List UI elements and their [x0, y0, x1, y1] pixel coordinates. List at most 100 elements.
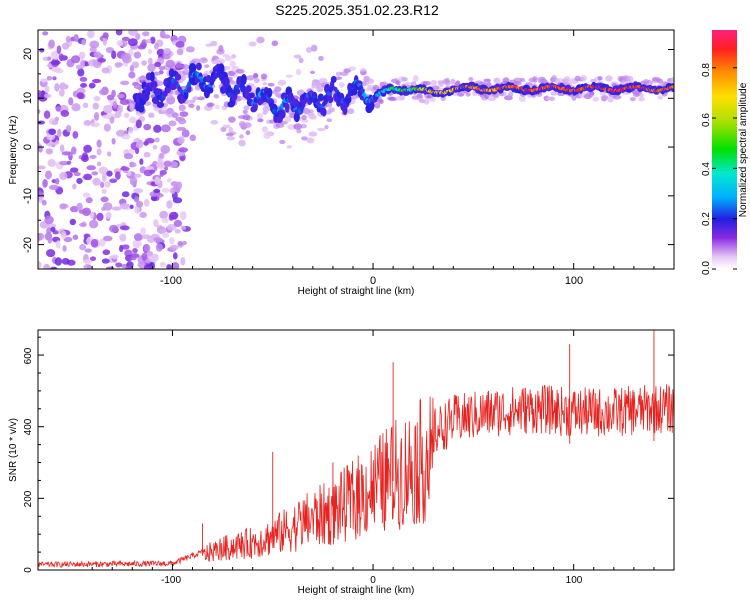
spectrogram-noise-cell	[239, 134, 244, 139]
spectrogram-noise-cell	[133, 51, 142, 59]
spectrogram-noise-cell	[97, 161, 102, 167]
spectrogram-noise-cell	[96, 148, 102, 156]
spectrogram-ridge-cell	[351, 88, 358, 96]
spectrogram-ticks	[38, 30, 674, 269]
spectrogram-noise-cell	[77, 68, 85, 77]
spectrogram-noise-cell	[99, 88, 109, 96]
spectrogram-halo-cell	[293, 123, 303, 130]
spectrogram-noise-cell	[103, 235, 113, 242]
spectrogram-noise-cell	[124, 112, 130, 119]
spectrogram-noise-cell	[111, 206, 122, 211]
spectrogram-noise-cell	[225, 132, 234, 137]
spectrogram-noise-cell	[115, 262, 123, 268]
spectrogram-noise-cell	[159, 152, 165, 160]
spectrogram-ridge-cell	[293, 111, 300, 123]
spectrogram-noise-cell	[152, 71, 161, 76]
spectrogram-ridge-cell	[284, 102, 290, 113]
spectrogram-halo-cell	[571, 94, 577, 101]
spectrogram-noise-cell	[73, 34, 79, 42]
spectrogram-noise-cell	[104, 181, 111, 188]
spectrogram-halo-cell	[242, 109, 248, 114]
spectrogram-noise-cell	[97, 57, 106, 63]
spectrogram-noise-cell	[177, 240, 184, 246]
spectrogram-noise-cell	[47, 56, 52, 61]
spectrogram-xtick-label: 0	[370, 275, 376, 287]
spectrogram-halo-cell	[607, 95, 614, 103]
spectrogram-noise-cell	[171, 262, 180, 269]
spectrogram-noise-cell	[125, 254, 133, 262]
spectrogram-noise-cell	[76, 92, 85, 100]
spectrogram-halo-cell	[213, 93, 220, 99]
spectrogram-noise-cell	[105, 47, 114, 54]
spectrogram-noise-cell	[165, 59, 176, 68]
spectrogram-noise-cell	[38, 195, 44, 203]
spectrogram-noise-cell	[139, 158, 144, 165]
spectrogram-halo-cell	[580, 74, 588, 82]
spectrogram-noise-cell	[305, 47, 313, 53]
spectrogram-halo-cell	[638, 96, 645, 102]
spectrogram-noise-cell	[135, 33, 141, 41]
spectrogram-noise-cell	[324, 124, 329, 130]
spectrogram-noise-cell	[93, 112, 100, 121]
spectrogram-ridge-cell	[174, 73, 182, 81]
spectrogram-halo-cell	[493, 77, 501, 84]
spectrogram-noise-cell	[248, 41, 257, 47]
spectrogram-noise-cell	[92, 102, 99, 110]
spectrogram-noise-cell	[54, 257, 63, 266]
spectrogram-xtick-label: 100	[565, 275, 583, 287]
spectrogram-noise-cell	[178, 104, 186, 112]
snr-plot	[38, 330, 674, 568]
spectrogram-noise-cell	[154, 137, 160, 143]
spectrogram-noise-cell	[42, 31, 49, 36]
spectrogram-noise-cell	[143, 264, 151, 269]
spectrogram-ridge-cell	[248, 92, 255, 99]
spectrogram-noise-cell	[58, 53, 64, 62]
spectrogram-ridge-core	[323, 98, 328, 104]
spectrogram-noise-cell	[170, 181, 179, 187]
spectrogram-noise-cell	[76, 202, 83, 211]
spectrogram-halo-cell	[539, 78, 548, 84]
spectrogram-noise-cell	[102, 249, 111, 256]
spectrogram-noise-cell	[71, 146, 77, 155]
spectrogram-ytick-label: -20	[22, 237, 34, 253]
spectrogram-ridge-cell	[278, 109, 286, 119]
spectrogram-noise-cell	[168, 120, 177, 127]
spectrogram-noise-cell	[58, 88, 65, 97]
spectrogram-noise-cell	[105, 211, 112, 219]
spectrogram-halo-cell	[429, 97, 436, 103]
spectrogram-ridge-cell	[195, 62, 202, 71]
spectrogram-noise-cell	[238, 120, 246, 128]
spectrogram-halo-cell	[158, 65, 166, 71]
spectrogram-halo-cell	[162, 102, 169, 108]
spectrogram-ridge-cell	[234, 88, 241, 95]
spectrogram-noise-cell	[42, 179, 48, 188]
spectrogram-noise-cell	[172, 252, 178, 260]
spectrogram-noise-cell	[45, 148, 54, 155]
spectrogram-noise-cell	[92, 78, 102, 84]
spectrogram-noise-cell	[231, 54, 237, 59]
spectrogram-noise-cell	[147, 63, 156, 72]
spectrogram-halo-cell	[253, 73, 259, 78]
spectrogram-halo-cell	[597, 75, 603, 81]
spectrogram-noise-cell	[55, 106, 62, 112]
spectrogram-halo-cell	[656, 78, 664, 84]
spectrogram-noise-cell	[123, 153, 134, 160]
spectrogram-halo-cell	[430, 79, 438, 86]
spectrogram-halo-cell	[299, 124, 307, 129]
spectrogram-noise-cell	[62, 245, 67, 252]
spectrogram-halo-cell	[638, 92, 644, 98]
spectrogram-noise-cell	[132, 248, 138, 254]
spectrogram-noise-cell	[114, 62, 122, 68]
spectrogram-noise-cell	[130, 162, 137, 168]
spectrogram-halo-cell	[374, 102, 381, 109]
colorbar-gradient	[712, 30, 737, 269]
spectrogram-noise-cell	[50, 226, 56, 232]
spectrogram-halo-cell	[181, 64, 190, 70]
spectrogram-noise-cell	[50, 67, 61, 72]
spectrogram-noise-cell	[152, 144, 158, 150]
spectrogram-noise-cell	[72, 131, 79, 139]
spectrogram-noise-cell	[141, 252, 148, 261]
spectrogram-ytick-label: 10	[22, 92, 34, 104]
spectrogram-noise-cell	[127, 38, 138, 47]
spectrogram-noise-cell	[80, 82, 88, 88]
